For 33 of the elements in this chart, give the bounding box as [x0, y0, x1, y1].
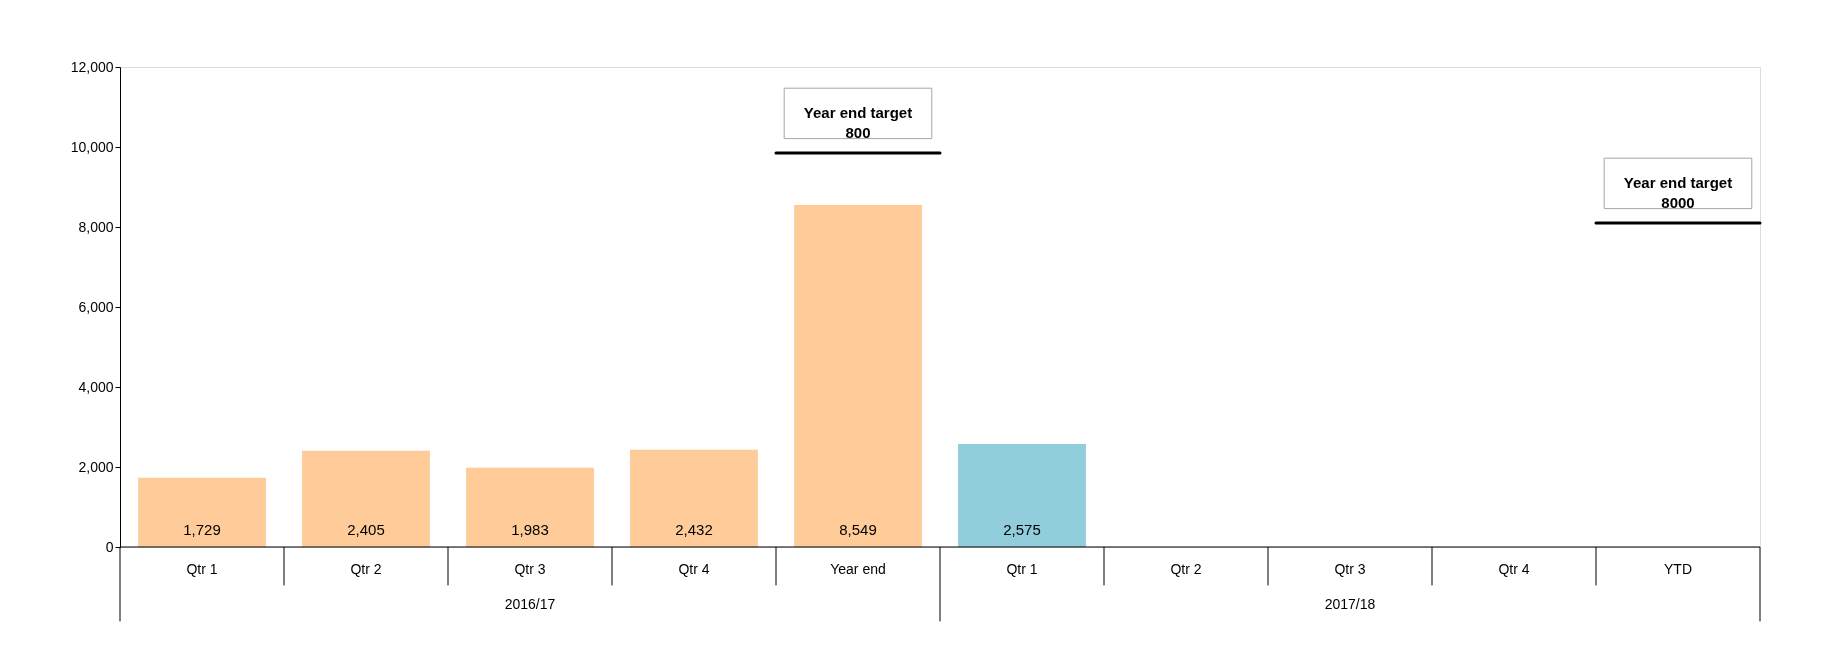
- data-label: 2,575: [1003, 521, 1041, 538]
- x-tick-label: Qtr 4: [1498, 561, 1530, 578]
- bar: [302, 450, 430, 547]
- text: 2016/17: [504, 595, 556, 612]
- data-label: 1,729: [183, 521, 221, 538]
- x-tick-label: Qtr 3: [1334, 561, 1366, 578]
- x-tick-label: Qtr 3: [514, 561, 546, 578]
- bar: [138, 477, 266, 547]
- x-tick-label: Qtr 1: [1006, 561, 1038, 578]
- y-tick-label: 6,000: [78, 298, 114, 315]
- y-tick-label: 8,000: [78, 218, 114, 235]
- bar: [466, 467, 594, 547]
- annotation: Year end target 8000: [1623, 174, 1733, 212]
- bar: [794, 205, 922, 547]
- x-tick-label: YTD: [1664, 561, 1692, 578]
- y-tick-label: 0: [105, 538, 114, 555]
- y-tick-label: 10,000: [70, 138, 114, 155]
- x-tick-label: Qtr 4: [678, 561, 710, 578]
- y-tick-label: 12,000: [70, 58, 114, 75]
- annotation: Year end target 800: [803, 104, 913, 142]
- text: 2017/18: [1324, 595, 1376, 612]
- x-tick-label: Qtr 2: [350, 561, 382, 578]
- data-label: 8,549: [839, 521, 877, 538]
- x-tick-label: Qtr 1: [186, 561, 218, 578]
- data-label: 2,432: [675, 521, 713, 538]
- data-label: 2,405: [347, 521, 385, 538]
- data-label: 1,983: [511, 521, 549, 538]
- y-tick-label: 4,000: [78, 378, 114, 395]
- bar: [958, 444, 1086, 547]
- x-tick-label: Qtr 2: [1170, 561, 1202, 578]
- bar: [630, 449, 758, 547]
- x-tick-label: Year end: [830, 561, 886, 578]
- y-tick-label: 2,000: [78, 458, 114, 475]
